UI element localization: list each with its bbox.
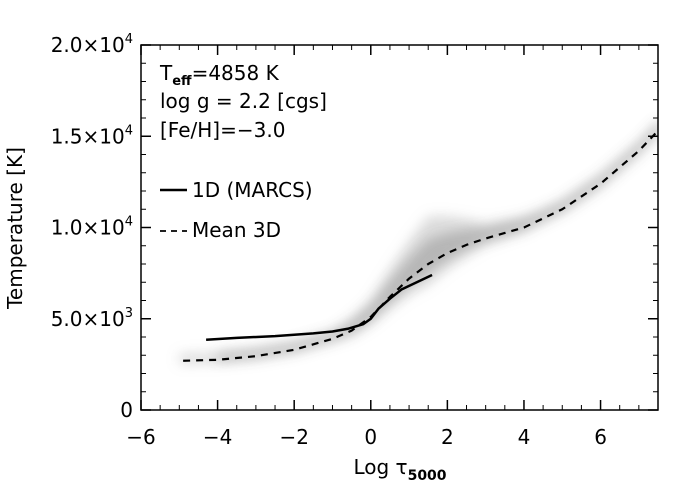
- y-axis-title: Temperature [K]: [3, 147, 27, 310]
- cloud-outer-band: [179, 122, 658, 364]
- x-tick-label: 2: [441, 425, 454, 449]
- y-axis-ticks: 0 5.0×103 1.0×104 1.5×104 2.0×104: [51, 32, 658, 422]
- legend-label-1d: 1D (MARCS): [192, 178, 313, 202]
- legend-label-3d: Mean 3D: [192, 218, 281, 242]
- teff-symbol: T: [159, 61, 173, 85]
- y-tick-label: 1.0×104: [51, 215, 133, 240]
- x-tick-label: −6: [126, 425, 155, 449]
- teff-subscript: eff: [172, 74, 192, 89]
- x-tick-label: 4: [518, 425, 531, 449]
- y-tick-label: 2.0×104: [51, 32, 133, 57]
- x-axis-title-sub: 5000: [408, 468, 447, 484]
- y-tick-label: 1.5×104: [51, 123, 133, 148]
- teff-annotation: Teff=4858 K: [159, 61, 280, 89]
- legend: 1D (MARCS) Mean 3D: [160, 178, 313, 242]
- logg-annotation: log g = 2.2 [cgs]: [160, 89, 327, 113]
- x-axis-title: Log τ5000: [353, 455, 446, 484]
- x-axis-ticks: −6 −4 −2 0 2 4 6: [126, 45, 659, 449]
- x-tick-label: 6: [594, 425, 607, 449]
- marcs-1d-solid-line: [206, 273, 433, 341]
- series-layer: [183, 130, 658, 362]
- 3d-temperature-distribution-cloud: [179, 122, 658, 364]
- x-tick-label: −2: [279, 425, 308, 449]
- teff-value: =4858 K: [192, 61, 280, 85]
- x-tick-label: 0: [364, 425, 377, 449]
- y-tick-label: 5.0×103: [51, 306, 133, 331]
- mean-3d-dashed-line: [183, 130, 658, 362]
- cloud-core-band: [217, 123, 658, 362]
- x-tick-label: −4: [203, 425, 232, 449]
- y-tick-label: 0: [120, 398, 133, 422]
- x-axis-title-main: Log τ: [353, 455, 407, 479]
- metallicity-annotation: [Fe/H]=−3.0: [160, 118, 285, 142]
